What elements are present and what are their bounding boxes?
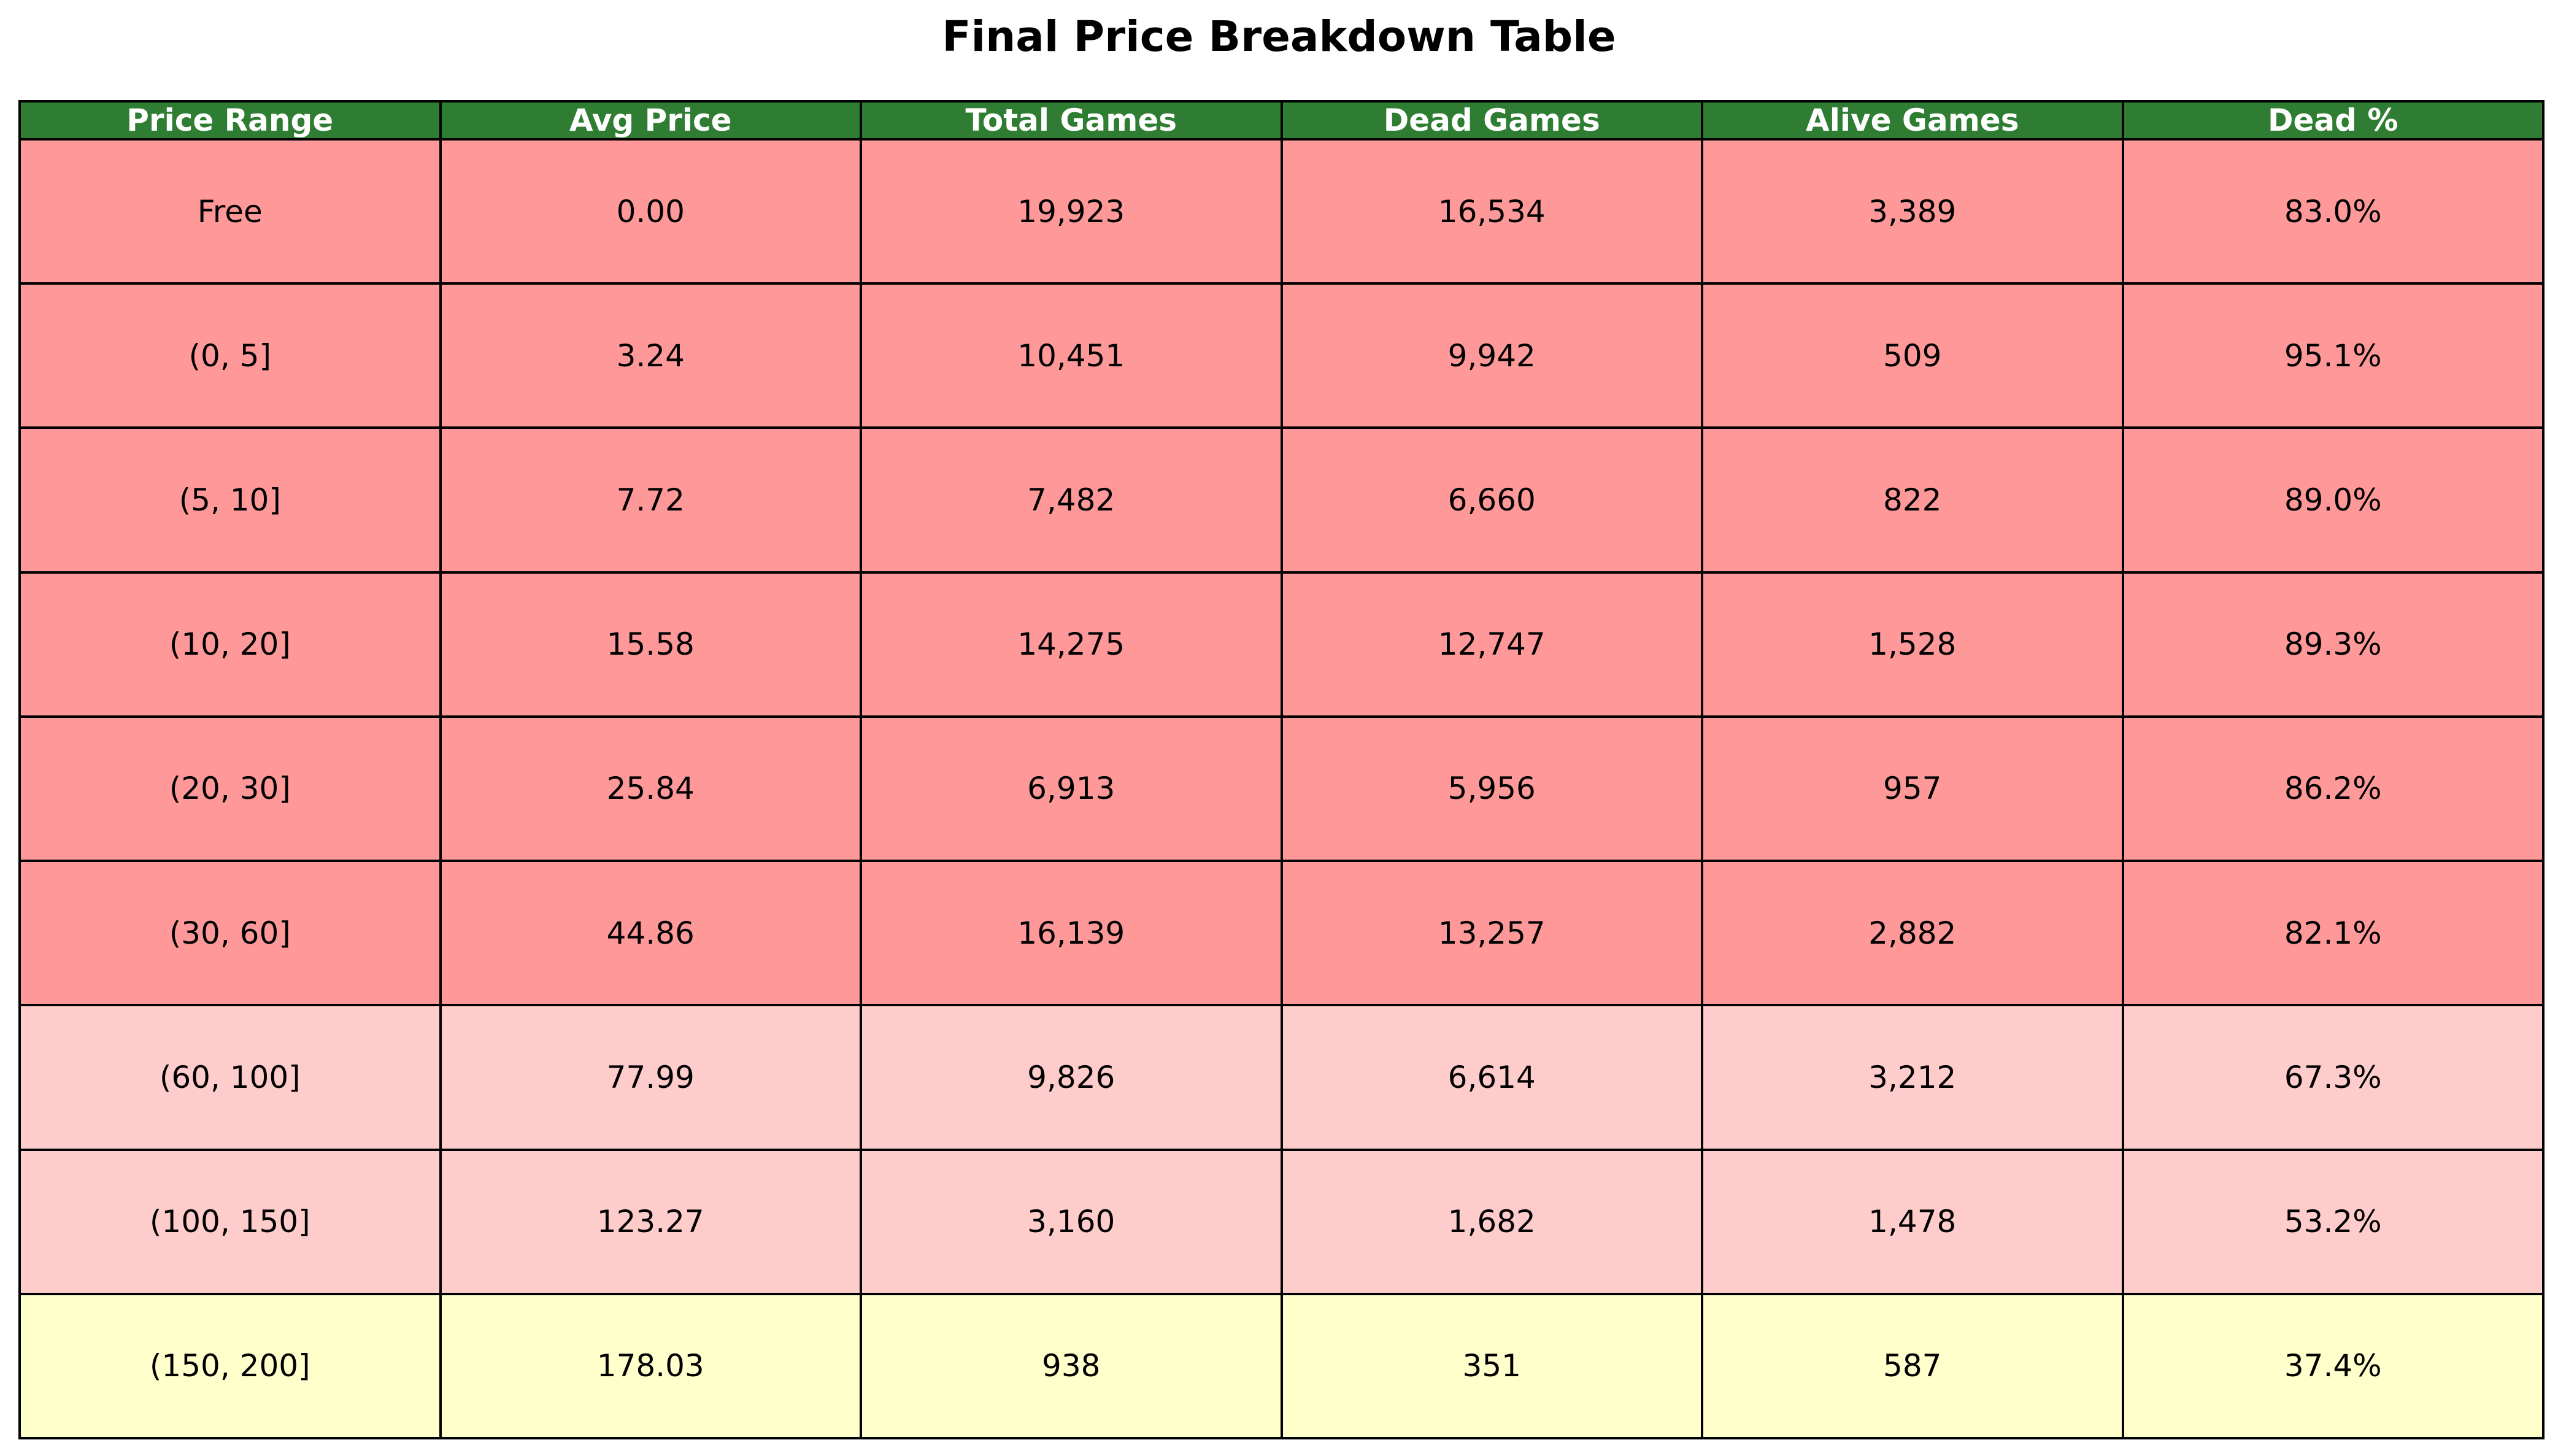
table-cell: 82.1%: [2121, 860, 2545, 1007]
table-cell: 10,451: [860, 282, 1283, 429]
price-breakdown-table: Price Range Avg Price Total Games Dead Game…: [18, 100, 2545, 1440]
table-cell: 957: [1701, 715, 2124, 863]
column-header: Avg Price: [439, 100, 862, 141]
table-cell: 37.4%: [2121, 1292, 2545, 1440]
table-cell: 13,257: [1280, 860, 1703, 1007]
table-cell: 178.03: [439, 1292, 862, 1440]
table-cell: 123.27: [439, 1148, 862, 1295]
table-body: Free 0.00 19,923 16,534 3,389 83.0% (0, 5] 3.24…: [18, 137, 2545, 1440]
table-cell: (60, 100]: [18, 1004, 442, 1151]
table-cell: 9,826: [860, 1004, 1283, 1151]
table-cell: 67.3%: [2121, 1004, 2545, 1151]
table-cell: 89.0%: [2121, 426, 2545, 574]
table-cell: 15.58: [439, 571, 862, 718]
column-header: Price Range: [18, 100, 442, 141]
table-cell: 587: [1701, 1292, 2124, 1440]
table-row: (60, 100] 77.99 9,826 6,614 3,212 67.3%: [18, 1004, 2545, 1151]
table-cell: 509: [1701, 282, 2124, 429]
table-cell: 1,682: [1280, 1148, 1703, 1295]
table-cell: 16,139: [860, 860, 1283, 1007]
table-cell: 6,614: [1280, 1004, 1703, 1151]
table-cell: 5,956: [1280, 715, 1703, 863]
table-row: (30, 60] 44.86 16,139 13,257 2,882 82.1%: [18, 860, 2545, 1007]
table-row: (150, 200] 178.03 938 351 587 37.4%: [18, 1292, 2545, 1440]
table-cell: 1,528: [1701, 571, 2124, 718]
table-cell: 3,160: [860, 1148, 1283, 1295]
table-cell: 938: [860, 1292, 1283, 1440]
table-cell: 3.24: [439, 282, 862, 429]
table-cell: (5, 10]: [18, 426, 442, 574]
table-cell: 16,534: [1280, 137, 1703, 285]
header-row: Price Range Avg Price Total Games Dead Game…: [18, 100, 2545, 141]
table-cell: 95.1%: [2121, 282, 2545, 429]
price-breakdown-table-container: Price Range Avg Price Total Games Dead Game…: [18, 100, 2545, 1440]
column-header: Alive Games: [1701, 100, 2124, 141]
table-cell: 83.0%: [2121, 137, 2545, 285]
table-cell: 7,482: [860, 426, 1283, 574]
table-cell: 86.2%: [2121, 715, 2545, 863]
table-header: Price Range Avg Price Total Games Dead Game…: [18, 100, 2545, 141]
table-cell: 9,942: [1280, 282, 1703, 429]
column-header: Dead Games: [1280, 100, 1703, 141]
table-cell: 3,212: [1701, 1004, 2124, 1151]
column-header: Total Games: [860, 100, 1283, 141]
table-row: (5, 10] 7.72 7,482 6,660 822 89.0%: [18, 426, 2545, 574]
table-cell: (30, 60]: [18, 860, 442, 1007]
table-cell: 3,389: [1701, 137, 2124, 285]
table-cell: 77.99: [439, 1004, 862, 1151]
table-cell: (100, 150]: [18, 1148, 442, 1295]
column-header: Dead %: [2121, 100, 2545, 141]
chart-title: Final Price Breakdown Table: [942, 12, 1616, 61]
table-cell: 53.2%: [2121, 1148, 2545, 1295]
table-row: Free 0.00 19,923 16,534 3,389 83.0%: [18, 137, 2545, 285]
table-row: (10, 20] 15.58 14,275 12,747 1,528 89.3%: [18, 571, 2545, 718]
table-cell: 6,660: [1280, 426, 1703, 574]
table-cell: 0.00: [439, 137, 862, 285]
table-cell: (150, 200]: [18, 1292, 442, 1440]
table-cell: 25.84: [439, 715, 862, 863]
table-cell: 1,478: [1701, 1148, 2124, 1295]
table-cell: 19,923: [860, 137, 1283, 285]
table-cell: 822: [1701, 426, 2124, 574]
table-cell: (0, 5]: [18, 282, 442, 429]
table-cell: 12,747: [1280, 571, 1703, 718]
table-row: (0, 5] 3.24 10,451 9,942 509 95.1%: [18, 282, 2545, 429]
table-row: (20, 30] 25.84 6,913 5,956 957 86.2%: [18, 715, 2545, 863]
table-cell: Free: [18, 137, 442, 285]
table-cell: 89.3%: [2121, 571, 2545, 718]
table-cell: (10, 20]: [18, 571, 442, 718]
table-cell: 351: [1280, 1292, 1703, 1440]
table-row: (100, 150] 123.27 3,160 1,682 1,478 53.2%: [18, 1148, 2545, 1295]
table-cell: 44.86: [439, 860, 862, 1007]
table-cell: 14,275: [860, 571, 1283, 718]
table-cell: (20, 30]: [18, 715, 442, 863]
table-cell: 6,913: [860, 715, 1283, 863]
table-cell: 2,882: [1701, 860, 2124, 1007]
table-cell: 7.72: [439, 426, 862, 574]
